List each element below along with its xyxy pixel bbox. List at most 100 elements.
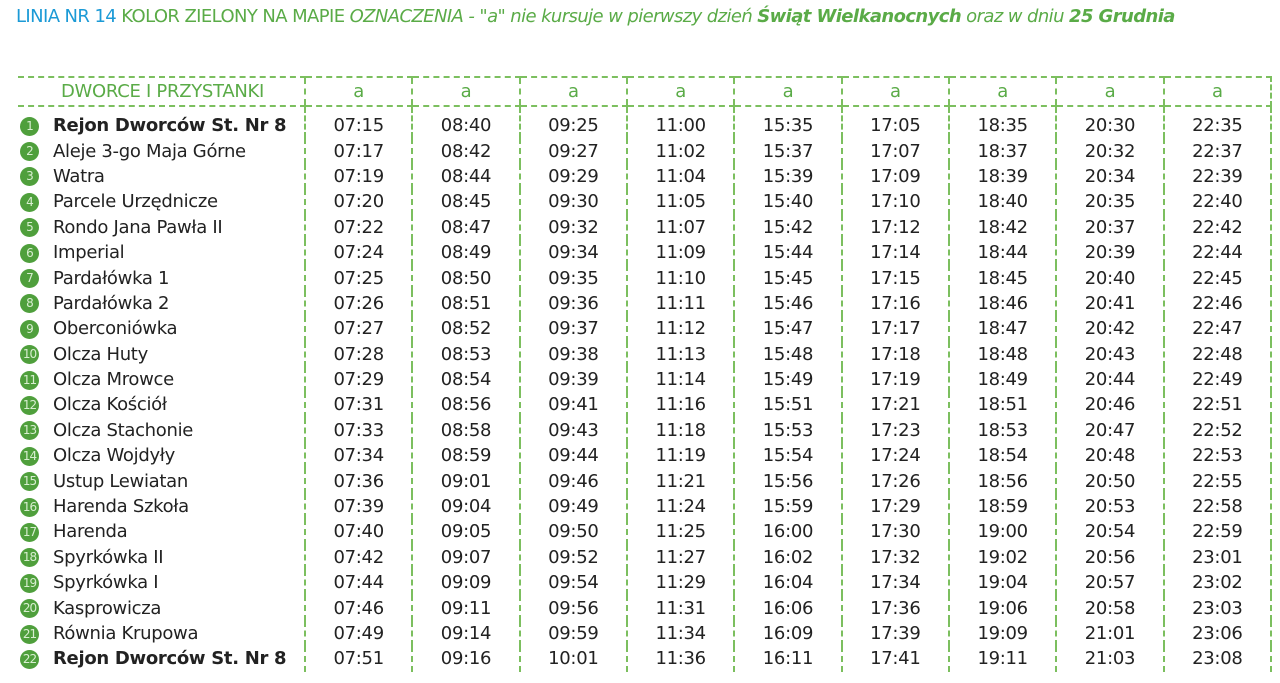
departure-time: 11:21 (625, 468, 735, 494)
table-row: 14 Olcza Wojdyły 07:34 08:59 09:44 11:19 15:54… (18, 443, 1273, 469)
departure-time: 09:29 (518, 163, 627, 190)
departure-time: 11:05 (625, 189, 735, 215)
table-row: 17 Harenda 07:40 09:05 09:50 11:25 16:00 17:30 1… (18, 519, 1273, 545)
table-row: 21 Równia Krupowa 07:49 09:14 09:59 11:34 16:0… (18, 620, 1273, 647)
departure-time: 11:36 (625, 646, 735, 672)
timetable-body: 1 Rejon Dworców St. Nr 8 07:15 08:40 09:25 11… (18, 106, 1273, 672)
departure-time: 19:06 (947, 595, 1057, 621)
table-row: 13 Olcza Stachonie 07:33 08:58 09:43 11:18 15:… (18, 417, 1273, 444)
departure-time: 20:57 (1055, 570, 1164, 596)
departure-time: 18:47 (947, 316, 1057, 342)
departure-time: 17:21 (840, 392, 949, 418)
departure-time: 09:43 (518, 417, 627, 444)
departure-time: 22:48 (1162, 341, 1273, 367)
departure-time: 15:53 (733, 417, 842, 444)
departure-time: 17:14 (840, 239, 949, 266)
stop-number-badge: 5 (20, 218, 39, 238)
departure-time: 20:50 (1055, 468, 1164, 494)
departure-time: 20:32 (1055, 138, 1164, 164)
departure-time: 17:32 (840, 544, 949, 571)
departure-time: 20:42 (1055, 316, 1164, 342)
departure-time: 11:18 (625, 417, 735, 444)
departure-time: 16:06 (733, 595, 842, 621)
table-row: 8 Pardałówka 2 07:26 08:51 09:36 11:11 15:46 17… (18, 290, 1273, 317)
departure-time: 09:07 (411, 544, 520, 571)
departure-time: 07:51 (303, 646, 413, 672)
table-row: 4 Parcele Urzędnicze 07:20 08:45 09:30 11:05 1… (18, 189, 1273, 215)
departure-time: 09:39 (518, 366, 627, 393)
stop-name: Spyrkówka I (53, 572, 159, 594)
stop-name: Olcza Stachonie (53, 419, 194, 441)
stop-name: Pardałówka 1 (53, 267, 170, 289)
stop-cell: 11 Olcza Mrowce (18, 367, 305, 392)
departure-time: 11:09 (625, 239, 735, 266)
line-color: KOLOR ZIELONY NA MAPIE (121, 6, 345, 27)
departure-time: 15:46 (733, 290, 842, 317)
stop-name: Harenda (53, 521, 128, 543)
departure-time: 20:48 (1055, 443, 1164, 469)
departure-time: 11:00 (625, 106, 735, 139)
column-mark-header: a (947, 76, 1057, 107)
departure-time: 09:27 (518, 138, 627, 164)
stop-number-badge: 20 (20, 599, 39, 619)
column-mark-header: a (733, 76, 842, 107)
departure-time: 20:58 (1055, 595, 1164, 621)
departure-time: 11:24 (625, 493, 735, 520)
departure-time: 22:39 (1162, 163, 1273, 190)
departure-time: 15:40 (733, 189, 842, 215)
departure-time: 17:10 (840, 189, 949, 215)
table-row: 10 Olcza Huty 07:28 08:53 09:38 11:13 15:48 17:… (18, 341, 1273, 367)
departure-time: 17:26 (840, 468, 949, 494)
departure-time: 22:51 (1162, 392, 1273, 418)
departure-time: 09:04 (411, 493, 520, 520)
departure-time: 09:56 (518, 595, 627, 621)
departure-time: 09:36 (518, 290, 627, 317)
departure-time: 07:33 (303, 417, 413, 444)
departure-time: 22:52 (1162, 417, 1273, 444)
departure-time: 19:09 (947, 620, 1057, 647)
stop-number-badge: 13 (20, 421, 39, 441)
departure-time: 22:46 (1162, 290, 1273, 317)
stop-cell: 8 Pardałówka 2 (18, 291, 305, 316)
departure-time: 18:56 (947, 468, 1057, 494)
departure-time: 18:49 (947, 366, 1057, 393)
table-row: 5 Rondo Jana Pawła II 07:22 08:47 09:32 11:07… (18, 214, 1273, 240)
departure-time: 09:49 (518, 493, 627, 520)
departure-time: 18:51 (947, 392, 1057, 418)
departure-time: 22:58 (1162, 493, 1273, 520)
departure-time: 08:53 (411, 341, 520, 367)
departure-time: 07:17 (303, 138, 413, 164)
stop-name: Aleje 3-go Maja Górne (53, 140, 246, 162)
departure-time: 17:05 (840, 106, 949, 139)
stop-number-badge: 19 (20, 573, 39, 593)
departure-time: 15:59 (733, 493, 842, 520)
departure-time: 17:18 (840, 341, 949, 367)
departure-time: 11:11 (625, 290, 735, 317)
departure-time: 17:23 (840, 417, 949, 444)
table-row: 7 Pardałówka 1 07:25 08:50 09:35 11:10 15:45 17… (18, 265, 1273, 291)
stop-cell: 10 Olcza Huty (18, 342, 305, 367)
departure-time: 17:15 (840, 265, 949, 291)
departure-time: 22:59 (1162, 519, 1273, 545)
stop-cell: 13 Olcza Stachonie (18, 418, 305, 443)
departure-time: 07:39 (303, 493, 413, 520)
stop-name: Oberconiówka (53, 318, 178, 340)
stop-number-badge: 22 (20, 649, 39, 669)
departure-time: 21:01 (1055, 620, 1164, 647)
column-mark-header: a (1162, 76, 1273, 107)
departure-time: 16:00 (733, 519, 842, 545)
departure-time: 16:04 (733, 570, 842, 596)
departure-time: 22:42 (1162, 214, 1273, 240)
stop-cell: 19 Spyrkówka I (18, 570, 305, 595)
column-mark-header: a (840, 76, 949, 107)
departure-time: 22:55 (1162, 468, 1273, 494)
stop-name: Watra (53, 165, 105, 187)
departure-time: 09:25 (518, 106, 627, 139)
departure-time: 09:59 (518, 620, 627, 647)
departure-time: 19:11 (947, 646, 1057, 672)
departure-time: 07:42 (303, 544, 413, 571)
departure-time: 09:50 (518, 519, 627, 545)
column-mark-header: a (1055, 76, 1164, 107)
departure-time: 11:04 (625, 163, 735, 190)
column-mark-header: a (518, 76, 627, 107)
